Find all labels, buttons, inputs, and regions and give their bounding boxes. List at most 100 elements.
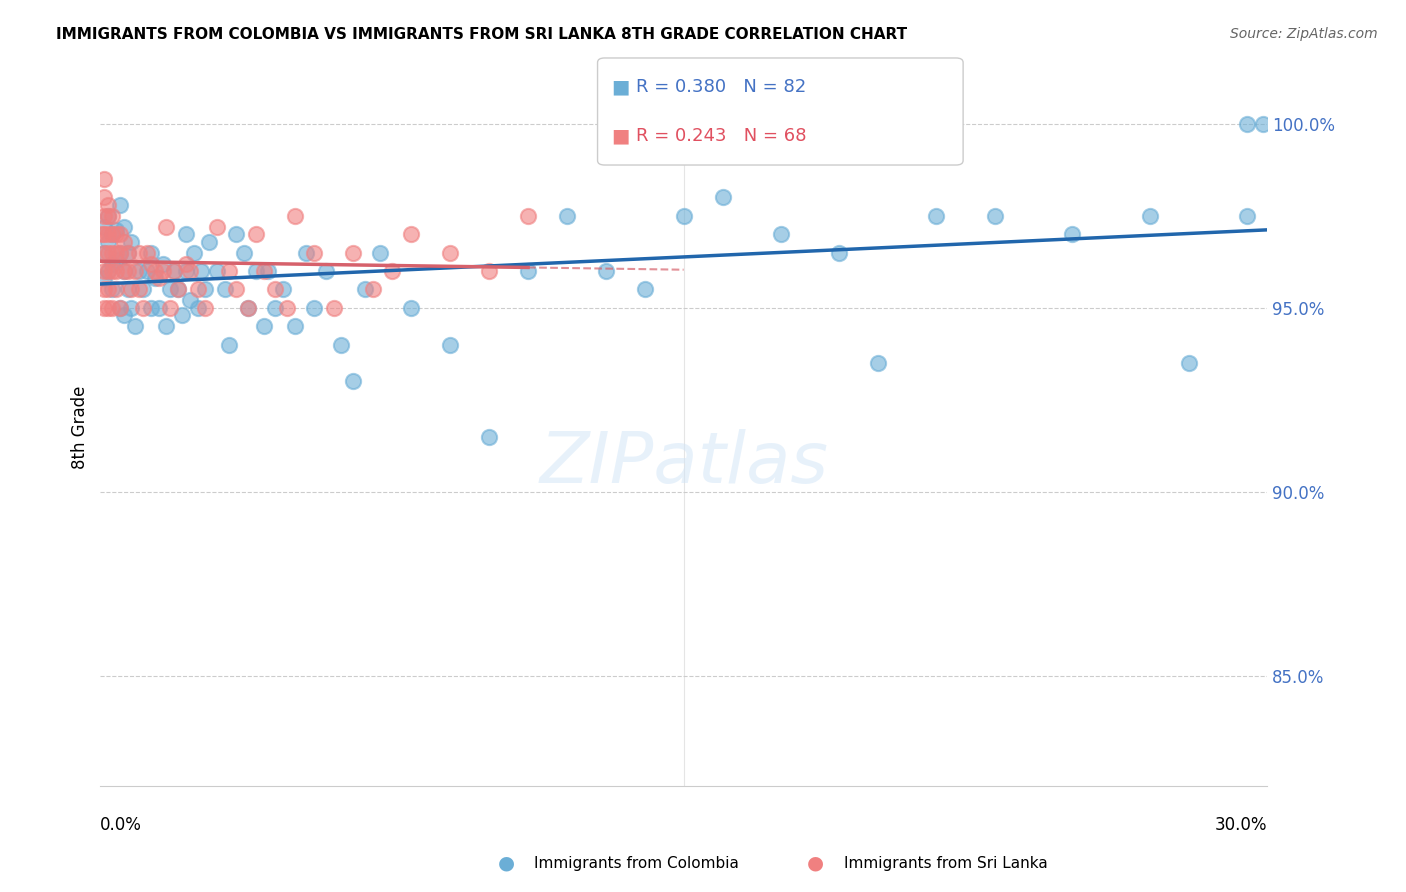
Point xyxy=(139,301,162,315)
Point xyxy=(104,282,127,296)
Point xyxy=(174,264,197,278)
Point xyxy=(1178,356,1201,370)
Point xyxy=(1062,227,1084,241)
Point xyxy=(117,245,139,260)
Point xyxy=(112,308,135,322)
Point xyxy=(93,271,115,285)
Point xyxy=(120,235,142,249)
Point xyxy=(93,245,115,260)
Point xyxy=(152,257,174,271)
Point xyxy=(198,235,221,249)
Point xyxy=(128,245,150,260)
Point xyxy=(93,301,115,315)
Point xyxy=(112,264,135,278)
Point xyxy=(174,227,197,241)
Point xyxy=(97,209,120,223)
Point xyxy=(159,282,181,296)
Point xyxy=(983,209,1005,223)
Text: ■: ■ xyxy=(612,78,630,97)
Point xyxy=(478,264,501,278)
Point xyxy=(108,301,131,315)
Point xyxy=(401,227,423,241)
Point xyxy=(93,245,115,260)
Point xyxy=(769,227,792,241)
Point xyxy=(205,219,228,234)
Point xyxy=(104,245,127,260)
Point xyxy=(97,209,120,223)
Point xyxy=(108,245,131,260)
Point xyxy=(143,271,166,285)
Point xyxy=(828,245,851,260)
Point xyxy=(117,282,139,296)
Point xyxy=(225,227,247,241)
Point xyxy=(112,219,135,234)
Point xyxy=(108,197,131,211)
Y-axis label: 8th Grade: 8th Grade xyxy=(72,385,89,469)
Point xyxy=(101,227,124,241)
Point xyxy=(245,227,267,241)
Point xyxy=(179,293,201,308)
Point xyxy=(117,264,139,278)
Point xyxy=(148,271,170,285)
Point xyxy=(91,227,114,241)
Point xyxy=(93,209,115,223)
Text: Immigrants from Colombia: Immigrants from Colombia xyxy=(534,856,740,871)
Point xyxy=(1236,209,1258,223)
Point xyxy=(152,264,174,278)
Point xyxy=(101,245,124,260)
Text: ●: ● xyxy=(498,854,515,873)
Point xyxy=(478,429,501,443)
Point xyxy=(342,245,364,260)
Point xyxy=(155,319,177,334)
Point xyxy=(284,319,307,334)
Point xyxy=(401,301,423,315)
Point xyxy=(595,264,617,278)
Point xyxy=(214,282,236,296)
Point xyxy=(381,264,404,278)
Point xyxy=(190,264,212,278)
Point xyxy=(97,301,120,315)
Point xyxy=(124,319,146,334)
Text: Immigrants from Sri Lanka: Immigrants from Sri Lanka xyxy=(844,856,1047,871)
Point xyxy=(361,282,384,296)
Point xyxy=(276,301,298,315)
Point xyxy=(97,282,120,296)
Point xyxy=(104,264,127,278)
Point xyxy=(159,301,181,315)
Text: ■: ■ xyxy=(612,126,630,145)
Point xyxy=(353,282,375,296)
Point xyxy=(97,245,120,260)
Point xyxy=(136,264,159,278)
Point xyxy=(97,264,120,278)
Point xyxy=(97,227,120,241)
Point xyxy=(136,245,159,260)
Point xyxy=(236,301,259,315)
Point xyxy=(143,264,166,278)
Point xyxy=(163,264,186,278)
Point xyxy=(225,282,247,296)
Text: R = 0.380   N = 82: R = 0.380 N = 82 xyxy=(636,78,806,96)
Point xyxy=(634,282,657,296)
Point xyxy=(1236,117,1258,131)
Text: Source: ZipAtlas.com: Source: ZipAtlas.com xyxy=(1230,27,1378,41)
Point xyxy=(284,209,307,223)
Point xyxy=(120,282,142,296)
Point xyxy=(253,264,276,278)
Point xyxy=(256,264,278,278)
Point xyxy=(167,282,190,296)
Point xyxy=(264,301,287,315)
Point xyxy=(128,282,150,296)
Point xyxy=(112,235,135,249)
Point xyxy=(117,245,139,260)
Point xyxy=(139,257,162,271)
Point xyxy=(139,245,162,260)
Point xyxy=(322,301,344,315)
Point xyxy=(295,245,318,260)
Point xyxy=(236,301,259,315)
Text: ●: ● xyxy=(807,854,824,873)
Point xyxy=(148,301,170,315)
Point xyxy=(245,264,267,278)
Point xyxy=(187,301,209,315)
Point xyxy=(104,223,127,237)
Point xyxy=(342,375,364,389)
